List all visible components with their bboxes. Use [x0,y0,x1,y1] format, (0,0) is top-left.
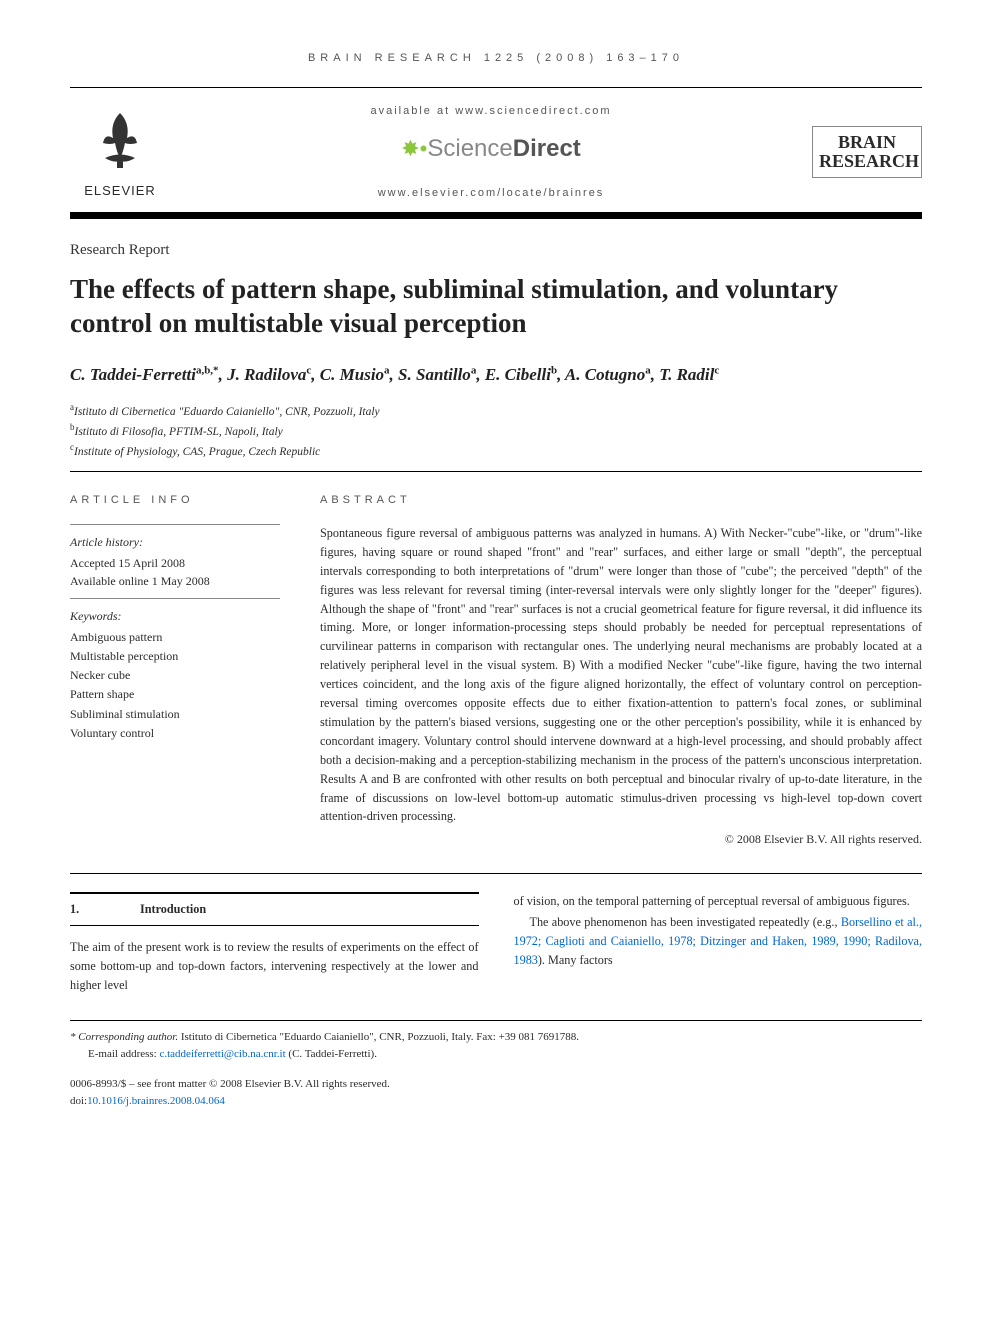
abstract-heading: ABSTRACT [320,492,922,509]
section-1-number: 1. [70,900,140,919]
email-who: (C. Taddei-Ferretti). [286,1048,377,1060]
section-divider-1 [70,471,922,472]
thick-divider [70,212,922,219]
publisher-name: ELSEVIER [70,181,170,201]
top-divider [70,87,922,88]
sciencedirect-text-1: Science [427,135,512,162]
email-label: E-mail address: [88,1048,159,1060]
article-title: The effects of pattern shape, subliminal… [70,273,922,341]
intro-para-right-2: The above phenomenon has been investigat… [514,913,923,970]
corresponding-label: * Corresponding author. [70,1031,178,1043]
intro-para-left: The aim of the present work is to review… [70,938,479,995]
sciencedirect-icon: ✸• [401,136,427,161]
available-at-text: available at www.sciencedirect.com [170,103,812,120]
sciencedirect-text-2: Direct [513,135,581,162]
journal-cover-title-2: RESEARCH [819,152,915,171]
doi-label: doi: [70,1095,87,1107]
center-header: available at www.sciencedirect.com ✸•Sci… [170,103,812,202]
elsevier-tree-icon [70,103,170,181]
left-column: 1. Introduction The aim of the present w… [70,892,479,995]
history-label: Article history: [70,533,280,551]
journal-cover: BRAIN RESEARCH [812,126,922,178]
right-column: of vision, on the temporal patterning of… [514,892,923,995]
intro-para-right-1: of vision, on the temporal patterning of… [514,892,923,911]
abstract-copyright: © 2008 Elsevier B.V. All rights reserved… [320,830,922,848]
front-matter: 0006-8993/$ – see front matter © 2008 El… [70,1076,922,1093]
keywords-list: Ambiguous patternMultistable perceptionN… [70,628,280,743]
doi-block: 0006-8993/$ – see front matter © 2008 El… [70,1076,922,1109]
abstract-column: ABSTRACT Spontaneous figure reversal of … [320,492,922,848]
article-info-column: ARTICLE INFO Article history: Accepted 1… [70,492,280,848]
corresponding-text: Istituto di Cibernetica "Eduardo Caianie… [178,1031,579,1043]
article-info-heading: ARTICLE INFO [70,492,280,509]
keywords-label: Keywords: [70,607,280,625]
publisher-logo: ELSEVIER [70,103,170,201]
section-1-title: Introduction [140,900,206,919]
doi-line: doi:10.1016/j.brainres.2008.04.064 [70,1093,922,1110]
intro-r2-pre: The above phenomenon has been investigat… [530,915,841,929]
running-head: BRAIN RESEARCH 1225 (2008) 163–170 [70,50,922,67]
journal-url: www.elsevier.com/locate/brainres [170,185,812,202]
journal-cover-title-1: BRAIN [819,133,915,152]
sciencedirect-logo: ✸•ScienceDirect [170,131,812,167]
email-line: E-mail address: c.taddeiferretti@cib.na.… [88,1046,922,1063]
section-divider-2 [70,873,922,874]
accepted-date: Accepted 15 April 2008 [70,554,280,572]
document-type: Research Report [70,239,922,262]
intro-r2-post: ). Many factors [538,953,613,967]
authors: C. Taddei-Ferrettia,b,*, J. Radilovac, C… [70,363,922,388]
email-link[interactable]: c.taddeiferretti@cib.na.cnr.it [159,1048,285,1060]
info-divider-2 [70,598,280,599]
online-date: Available online 1 May 2008 [70,572,280,590]
header-block: ELSEVIER available at www.sciencedirect.… [70,103,922,202]
doi-link[interactable]: 10.1016/j.brainres.2008.04.064 [87,1095,225,1107]
section-1-header: 1. Introduction [70,892,479,926]
corresponding-author: * Corresponding author. Istituto di Cibe… [70,1029,922,1046]
footnotes: * Corresponding author. Istituto di Cibe… [70,1020,922,1109]
info-divider-1 [70,524,280,525]
body-two-column: 1. Introduction The aim of the present w… [70,892,922,995]
affiliations: aIstituto di Cibernetica "Eduardo Caiani… [70,401,922,461]
abstract-text: Spontaneous figure reversal of ambiguous… [320,524,922,827]
info-abstract-row: ARTICLE INFO Article history: Accepted 1… [70,492,922,848]
